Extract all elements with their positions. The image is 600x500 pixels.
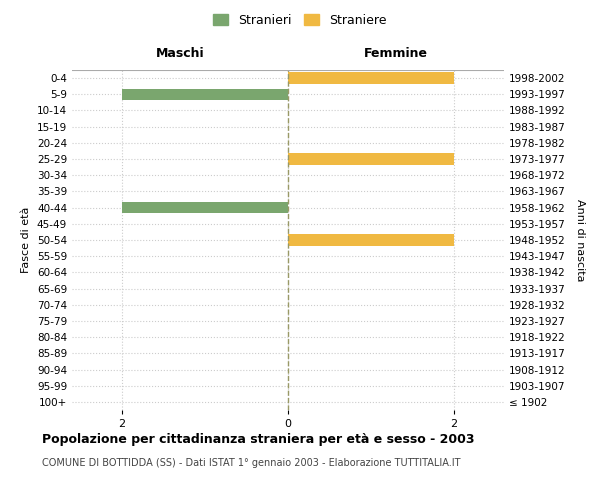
Bar	[122, 202, 288, 213]
Text: Maschi: Maschi	[155, 48, 205, 60]
Bar	[288, 154, 454, 164]
Y-axis label: Fasce di età: Fasce di età	[22, 207, 31, 273]
Bar	[288, 234, 454, 246]
Text: Popolazione per cittadinanza straniera per età e sesso - 2003: Popolazione per cittadinanza straniera p…	[42, 432, 475, 446]
Legend: Stranieri, Straniere: Stranieri, Straniere	[208, 8, 392, 32]
Y-axis label: Anni di nascita: Anni di nascita	[575, 198, 585, 281]
Bar	[288, 72, 454, 84]
Text: COMUNE DI BOTTIDDA (SS) - Dati ISTAT 1° gennaio 2003 - Elaborazione TUTTITALIA.I: COMUNE DI BOTTIDDA (SS) - Dati ISTAT 1° …	[42, 458, 461, 468]
Bar	[122, 88, 288, 100]
Text: Femmine: Femmine	[364, 48, 428, 60]
